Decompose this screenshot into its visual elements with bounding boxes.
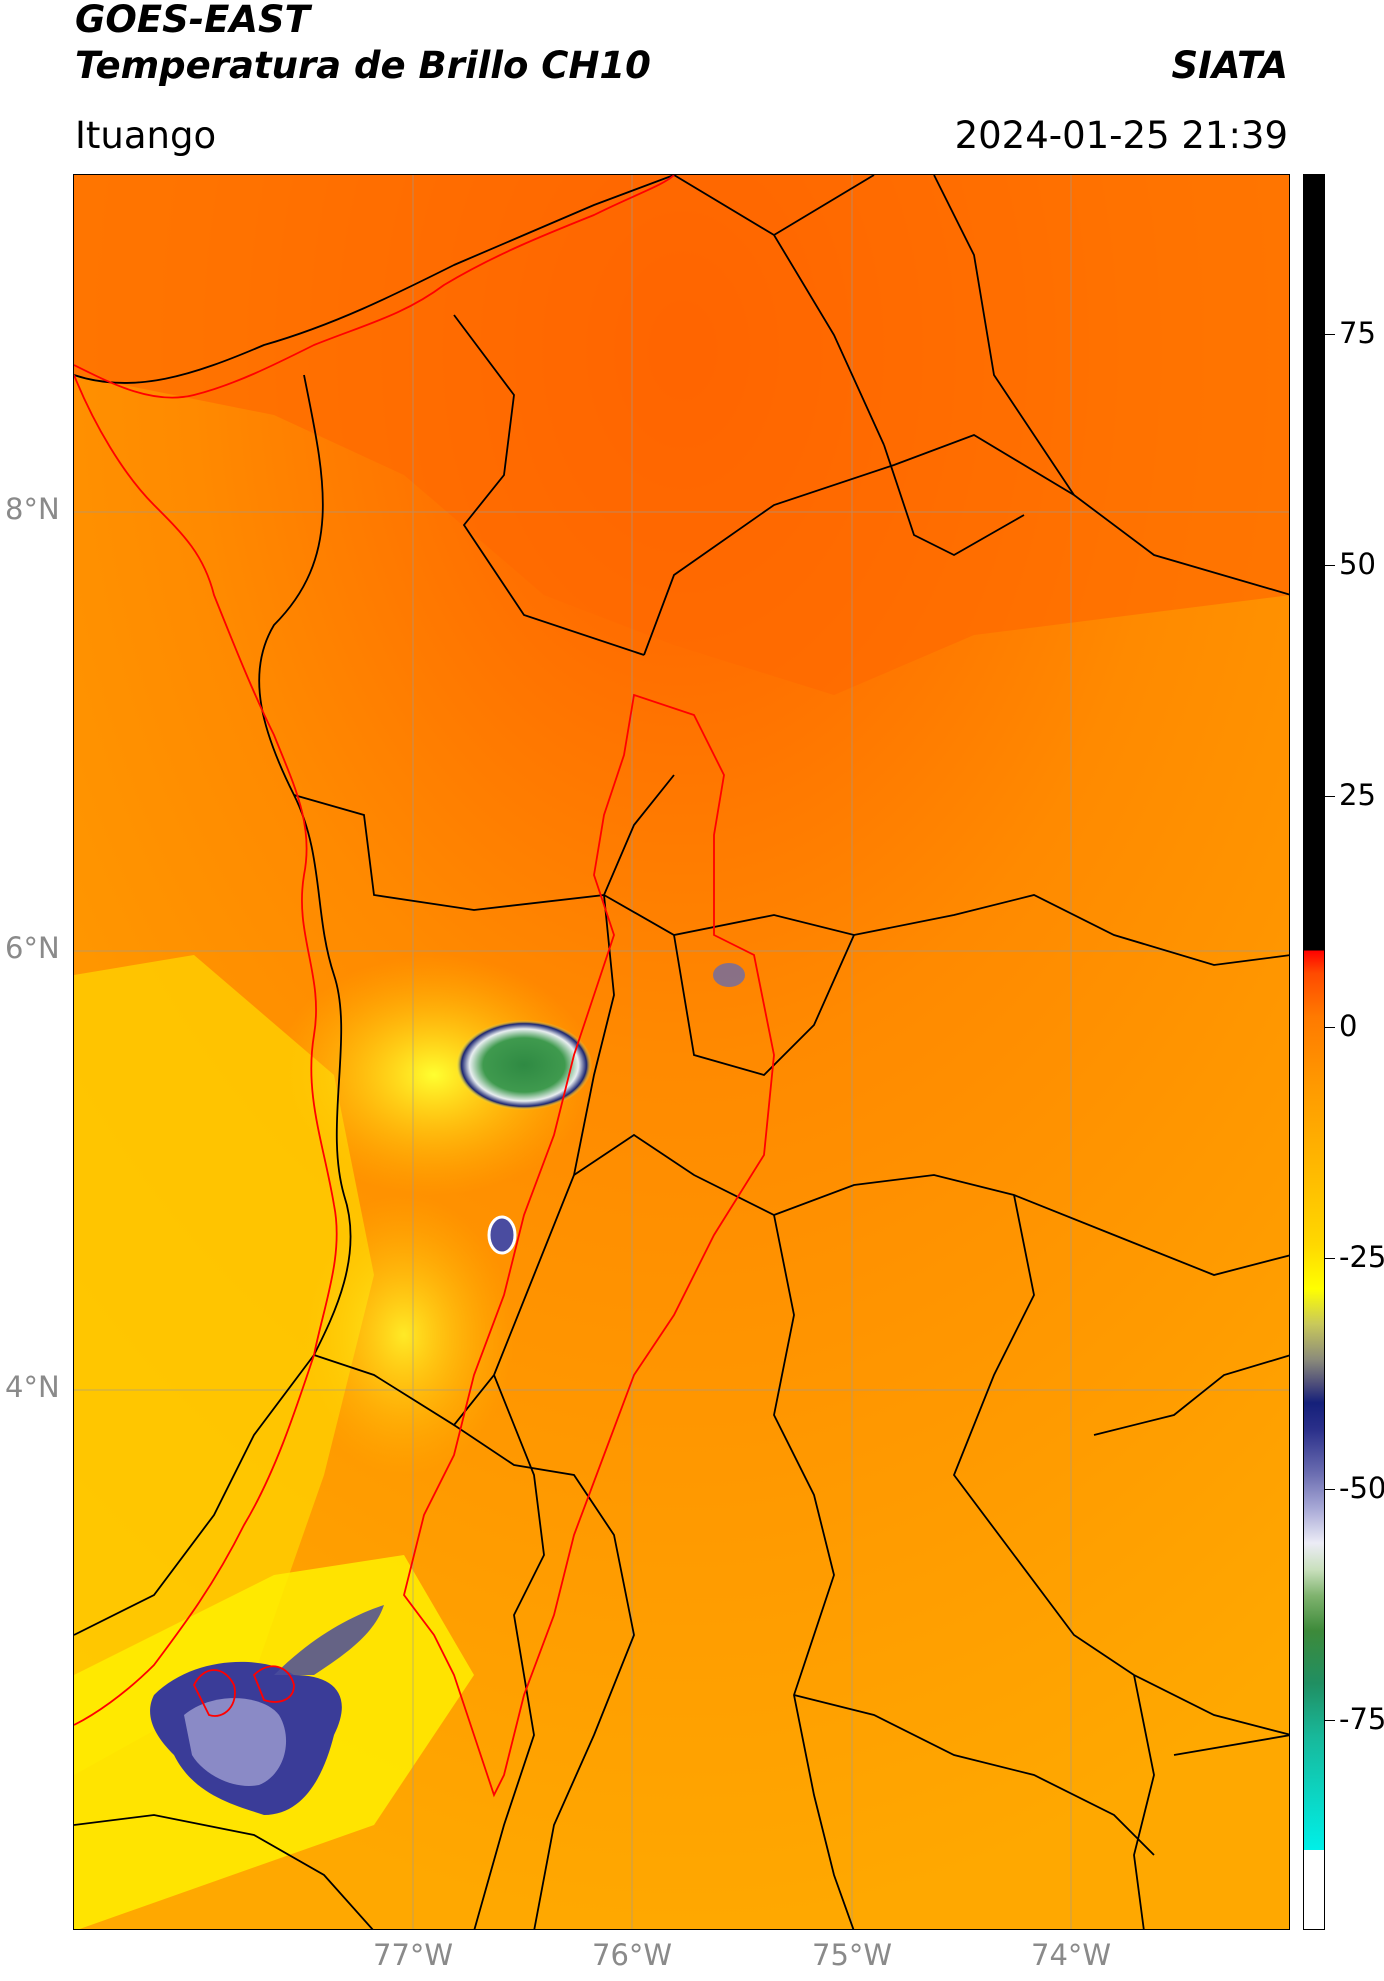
colorbar-label-minus25: -25 — [1339, 1240, 1384, 1274]
lat-label-6n: 6°N — [5, 931, 60, 965]
yellow-glow-center — [274, 955, 594, 1195]
yellow-coastal-zone — [74, 955, 374, 1775]
title-line-2: Temperatura de Brillo CH10 — [75, 44, 651, 87]
coastline-and-watershed — [74, 175, 775, 1798]
colorbar-tick-minus75 — [1325, 1720, 1335, 1721]
cloud-cell-main — [456, 1020, 592, 1110]
cloud-cell-small — [487, 1215, 517, 1255]
map-panel[interactable] — [73, 174, 1290, 1930]
colorbar-label-75: 75 — [1339, 316, 1376, 350]
colorbar-tick-25 — [1325, 796, 1335, 797]
lat-label-8n: 8°N — [5, 492, 60, 526]
yellow-glow-south — [294, 1195, 514, 1475]
colorbar-label-25: 25 — [1339, 778, 1376, 812]
colorbar-label-minus50: -50 — [1339, 1471, 1384, 1505]
lat-label-4n: 4°N — [5, 1370, 60, 1404]
colorbar-tick-minus50 — [1325, 1489, 1335, 1490]
source-label: SIATA — [1171, 44, 1288, 87]
temperature-colorbar — [1303, 174, 1325, 1930]
lon-label-77w: 77°W — [373, 1938, 454, 1972]
lon-label-74w: 74°W — [1031, 1938, 1112, 1972]
colorbar-label-50: 50 — [1339, 547, 1376, 581]
brightness-temperature-map — [74, 175, 1289, 1929]
lon-label-76w: 76°W — [592, 1938, 673, 1972]
cloud-cell-east — [713, 963, 745, 987]
location-label: Ituango — [75, 114, 217, 157]
department-boundaries — [74, 175, 1289, 1929]
datetime-label: 2024-01-25 21:39 — [954, 114, 1288, 157]
colorbar-tick-50 — [1325, 565, 1335, 566]
colorbar-label-minus75: -75 — [1339, 1702, 1384, 1736]
cloud-band-southwest — [274, 1605, 384, 1675]
colorbar-tick-75 — [1325, 334, 1335, 335]
cloud-cell-southwest-core — [184, 1698, 287, 1786]
warm-north-zone — [74, 175, 1289, 695]
colorbar-tick-minus25 — [1325, 1258, 1335, 1259]
lon-label-75w: 75°W — [812, 1938, 893, 1972]
title-line-1: GOES-EAST — [75, 0, 310, 41]
colorbar-label-0: 0 — [1339, 1009, 1358, 1043]
colorbar-tick-0 — [1325, 1027, 1335, 1028]
